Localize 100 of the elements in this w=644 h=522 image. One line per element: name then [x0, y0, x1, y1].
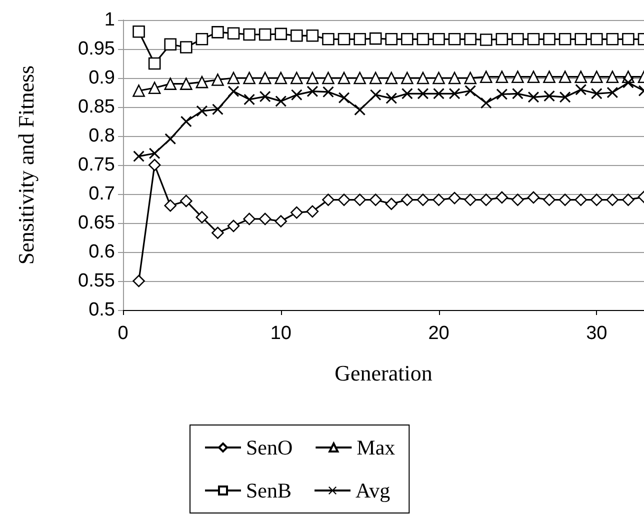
point: [354, 194, 366, 206]
point: [543, 194, 556, 206]
point: [274, 28, 288, 40]
legend-label: Max: [356, 436, 396, 460]
point: [448, 192, 461, 204]
point: [290, 72, 303, 84]
point: [243, 72, 256, 84]
point: [527, 32, 540, 46]
point: [401, 194, 414, 206]
point: [228, 86, 240, 97]
point: [354, 32, 366, 46]
y-tick-label: 0.95: [78, 38, 115, 60]
point: [574, 32, 587, 46]
y-tick-label: 0.55: [78, 270, 115, 292]
point: [402, 88, 413, 100]
y-tick-label: 0.65: [78, 212, 115, 234]
point: [164, 133, 176, 144]
point: [512, 88, 524, 100]
point: [432, 72, 445, 84]
point: [212, 74, 224, 86]
point: [416, 194, 430, 206]
point: [448, 32, 461, 46]
point: [622, 32, 634, 46]
point: [512, 32, 524, 46]
point: [180, 78, 192, 90]
point: [527, 191, 540, 204]
point: [132, 274, 145, 288]
point: [496, 191, 508, 204]
point: [496, 88, 508, 100]
point: [449, 88, 460, 100]
point: [527, 70, 540, 83]
point: [149, 148, 160, 159]
point: [417, 88, 428, 100]
y-tick-label: 0.75: [78, 154, 115, 176]
point: [258, 28, 272, 41]
point: [401, 32, 414, 46]
point: [416, 72, 430, 84]
point: [606, 87, 618, 98]
point: [591, 88, 602, 100]
point: [148, 82, 161, 94]
point: [464, 72, 476, 84]
point: [496, 32, 508, 46]
point: [306, 72, 319, 84]
point: [606, 194, 619, 206]
point: [622, 194, 634, 206]
point: [544, 90, 555, 102]
point: [164, 38, 177, 51]
legend-label: Avg: [356, 478, 391, 502]
point: [386, 92, 397, 104]
point: [369, 32, 382, 45]
y-tick-label: 0.8: [88, 126, 115, 146]
point: [401, 72, 414, 84]
point: [590, 194, 603, 206]
point: [148, 57, 161, 70]
point: [558, 194, 572, 206]
point: [512, 70, 524, 83]
point: [274, 72, 288, 84]
point: [196, 211, 208, 224]
point: [306, 86, 318, 97]
point: [606, 70, 619, 83]
legend-label: SenB: [246, 478, 292, 502]
point: [354, 72, 366, 84]
point: [480, 97, 492, 108]
point: [132, 84, 145, 97]
point: [164, 199, 177, 212]
point: [196, 32, 208, 46]
point: [385, 72, 398, 84]
point: [432, 32, 445, 46]
point: [433, 88, 444, 100]
point: [227, 27, 240, 40]
point: [180, 194, 192, 208]
point: [258, 72, 272, 84]
legend-label: SenO: [246, 436, 293, 460]
point: [464, 85, 476, 96]
point: [180, 41, 192, 54]
point: [338, 32, 350, 46]
point: [574, 70, 587, 83]
point: [496, 70, 508, 83]
point: [133, 150, 144, 162]
point: [448, 72, 461, 84]
x-axis-title: Generation: [334, 360, 432, 386]
y-tick-label: 0.85: [78, 96, 115, 118]
point: [560, 92, 571, 103]
point: [370, 89, 382, 100]
point: [322, 86, 334, 98]
point: [512, 194, 524, 206]
point: [543, 70, 556, 83]
point: [132, 25, 145, 38]
point: [480, 194, 492, 206]
y-tick-label: 1: [104, 10, 115, 30]
point: [606, 32, 619, 46]
point: [196, 76, 208, 88]
point: [212, 226, 224, 240]
point: [258, 212, 272, 226]
point: [274, 215, 288, 228]
x-tick-label: 20: [428, 323, 450, 344]
point: [369, 72, 382, 84]
point: [322, 194, 334, 206]
point: [291, 89, 302, 100]
point: [180, 116, 192, 127]
